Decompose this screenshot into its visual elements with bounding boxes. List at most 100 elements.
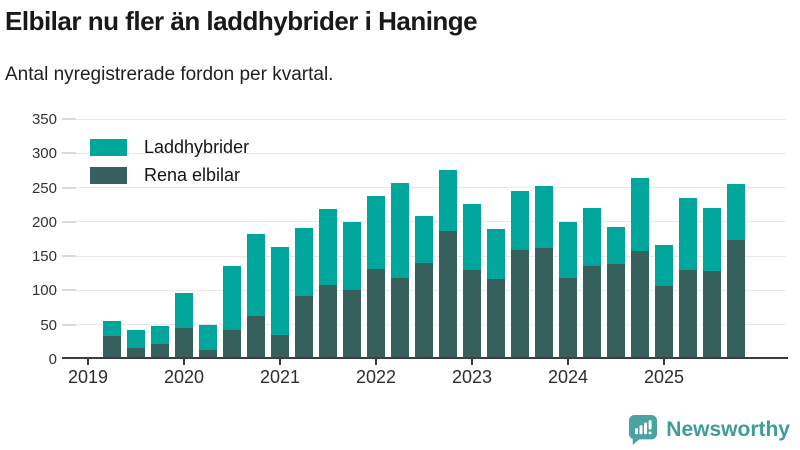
bar-2021-Q1-rena-elbilar — [271, 335, 289, 359]
bar-2022-Q4-laddhybrider — [439, 169, 457, 231]
bar-2023-Q2-rena-elbilar — [487, 278, 505, 359]
bar-2023-Q4-rena-elbilar — [535, 247, 553, 359]
gridline-250 — [62, 187, 786, 189]
x-tick-2019 — [87, 359, 89, 365]
legend-swatch-laddhybrider — [90, 139, 127, 156]
bar-2020-Q4-laddhybrider — [247, 233, 265, 316]
bar-2021-Q3-laddhybrider — [319, 208, 337, 285]
grid-tick-200 — [62, 220, 76, 223]
bar-2021-Q2-rena-elbilar — [295, 295, 313, 359]
grid-tick-150 — [62, 255, 76, 258]
bar-2020-Q1-laddhybrider — [175, 292, 193, 329]
bar-2020-Q1-rena-elbilar — [175, 328, 193, 359]
legend-item-rena-elbilar: Rena elbilar — [90, 165, 249, 185]
bar-2019-Q2-rena-elbilar — [103, 336, 121, 359]
bar-2020-Q2-rena-elbilar — [199, 350, 217, 359]
y-tick-label-250: 250 — [31, 179, 57, 197]
grid-tick-50 — [62, 323, 76, 326]
bar-2024-Q2-laddhybrider — [583, 208, 601, 267]
x-tick-label-2025: 2025 — [643, 367, 685, 387]
y-tick-label-200: 200 — [31, 213, 57, 231]
bar-2023-Q1-rena-elbilar — [463, 269, 481, 359]
x-tick-2024 — [567, 359, 569, 365]
x-tick-label-2019: 2019 — [67, 367, 109, 387]
brand-name: Newsworthy — [666, 417, 790, 441]
bar-2024-Q3-laddhybrider — [607, 227, 625, 264]
x-tick-2020 — [183, 359, 185, 365]
bar-2019-Q3-rena-elbilar — [127, 348, 145, 359]
bar-2022-Q3-rena-elbilar — [415, 263, 433, 359]
bar-2022-Q1-laddhybrider — [367, 195, 385, 269]
bar-2020-Q3-laddhybrider — [223, 266, 241, 331]
x-tick-2025 — [663, 359, 665, 365]
bar-2021-Q4-rena-elbilar — [343, 290, 361, 359]
bar-2024-Q1-rena-elbilar — [559, 278, 577, 359]
bar-2025-Q4-rena-elbilar — [727, 239, 745, 359]
bar-2020-Q2-laddhybrider — [199, 325, 217, 351]
bar-2021-Q2-laddhybrider — [295, 228, 313, 296]
grid-tick-300 — [62, 152, 76, 155]
bar-2019-Q2-laddhybrider — [103, 320, 121, 337]
chart-subtitle: Antal nyregistrerade fordon per kvartal. — [5, 64, 334, 85]
plot-area — [62, 118, 786, 359]
bar-2024-Q4-laddhybrider — [631, 177, 649, 252]
brand-logo: Newsworthy — [628, 414, 790, 445]
legend-swatch-rena-elbilar — [90, 167, 127, 184]
grid-tick-250 — [62, 186, 76, 189]
bar-2019-Q4-rena-elbilar — [151, 343, 169, 359]
x-axis-line — [62, 357, 788, 359]
bar-2023-Q3-rena-elbilar — [511, 249, 529, 359]
gridline-300 — [62, 152, 786, 154]
bar-2023-Q3-laddhybrider — [511, 191, 529, 250]
bar-2025-Q2-laddhybrider — [679, 197, 697, 270]
x-tick-2022 — [375, 359, 377, 365]
x-tick-2021 — [279, 359, 281, 365]
grid-tick-100 — [62, 289, 76, 292]
y-tick-label-0: 0 — [48, 351, 57, 368]
bar-2021-Q3-rena-elbilar — [319, 284, 337, 359]
y-tick-label-350: 350 — [31, 111, 57, 128]
bar-2024-Q4-rena-elbilar — [631, 251, 649, 359]
bar-2020-Q3-rena-elbilar — [223, 330, 241, 359]
legend-item-laddhybrider: Laddhybrider — [90, 137, 250, 157]
bar-2024-Q1-laddhybrider — [559, 221, 577, 279]
x-tick-label-2021: 2021 — [259, 367, 301, 387]
page-title: Elbilar nu fler än laddhybrider i Haning… — [5, 6, 478, 36]
bar-2023-Q4-laddhybrider — [535, 186, 553, 248]
legend: Laddhybrider Rena elbilar — [90, 137, 250, 194]
bar-2019-Q4-laddhybrider — [151, 326, 169, 344]
y-tick-label-150: 150 — [31, 248, 57, 266]
bar-2025-Q4-laddhybrider — [727, 184, 745, 240]
x-tick-label-2024: 2024 — [547, 367, 589, 387]
bar-2021-Q1-laddhybrider — [271, 246, 289, 335]
bar-2023-Q1-laddhybrider — [463, 204, 481, 270]
bar-2021-Q4-laddhybrider — [343, 221, 361, 291]
bar-2022-Q2-rena-elbilar — [391, 278, 409, 359]
gridline-350 — [62, 118, 786, 120]
y-tick-label-100: 100 — [31, 282, 57, 300]
x-tick-label-2022: 2022 — [355, 367, 397, 387]
grid-tick-350 — [62, 118, 76, 120]
bar-2025-Q3-rena-elbilar — [703, 270, 721, 359]
bar-2023-Q2-laddhybrider — [487, 228, 505, 279]
bar-2025-Q3-laddhybrider — [703, 208, 721, 271]
bar-2019-Q3-laddhybrider — [127, 329, 145, 349]
newsworthy-bubble-icon — [629, 414, 658, 445]
y-tick-label-300: 300 — [31, 145, 57, 163]
x-tick-2023 — [471, 359, 473, 365]
bar-2022-Q1-rena-elbilar — [367, 268, 385, 359]
bar-2025-Q1-rena-elbilar — [655, 286, 673, 359]
y-tick-label-50: 50 — [40, 316, 57, 334]
bar-2022-Q3-laddhybrider — [415, 216, 433, 263]
x-tick-label-2023: 2023 — [451, 367, 493, 387]
legend-label: Rena elbilar — [144, 165, 241, 185]
legend-label: Laddhybrider — [144, 137, 250, 157]
bar-2024-Q2-rena-elbilar — [583, 266, 601, 359]
x-tick-label-2020: 2020 — [163, 367, 205, 387]
bar-2022-Q2-laddhybrider — [391, 183, 409, 279]
bar-2024-Q3-rena-elbilar — [607, 263, 625, 359]
bar-2020-Q4-rena-elbilar — [247, 315, 265, 359]
bar-2025-Q2-rena-elbilar — [679, 269, 697, 359]
bar-2025-Q1-laddhybrider — [655, 244, 673, 287]
